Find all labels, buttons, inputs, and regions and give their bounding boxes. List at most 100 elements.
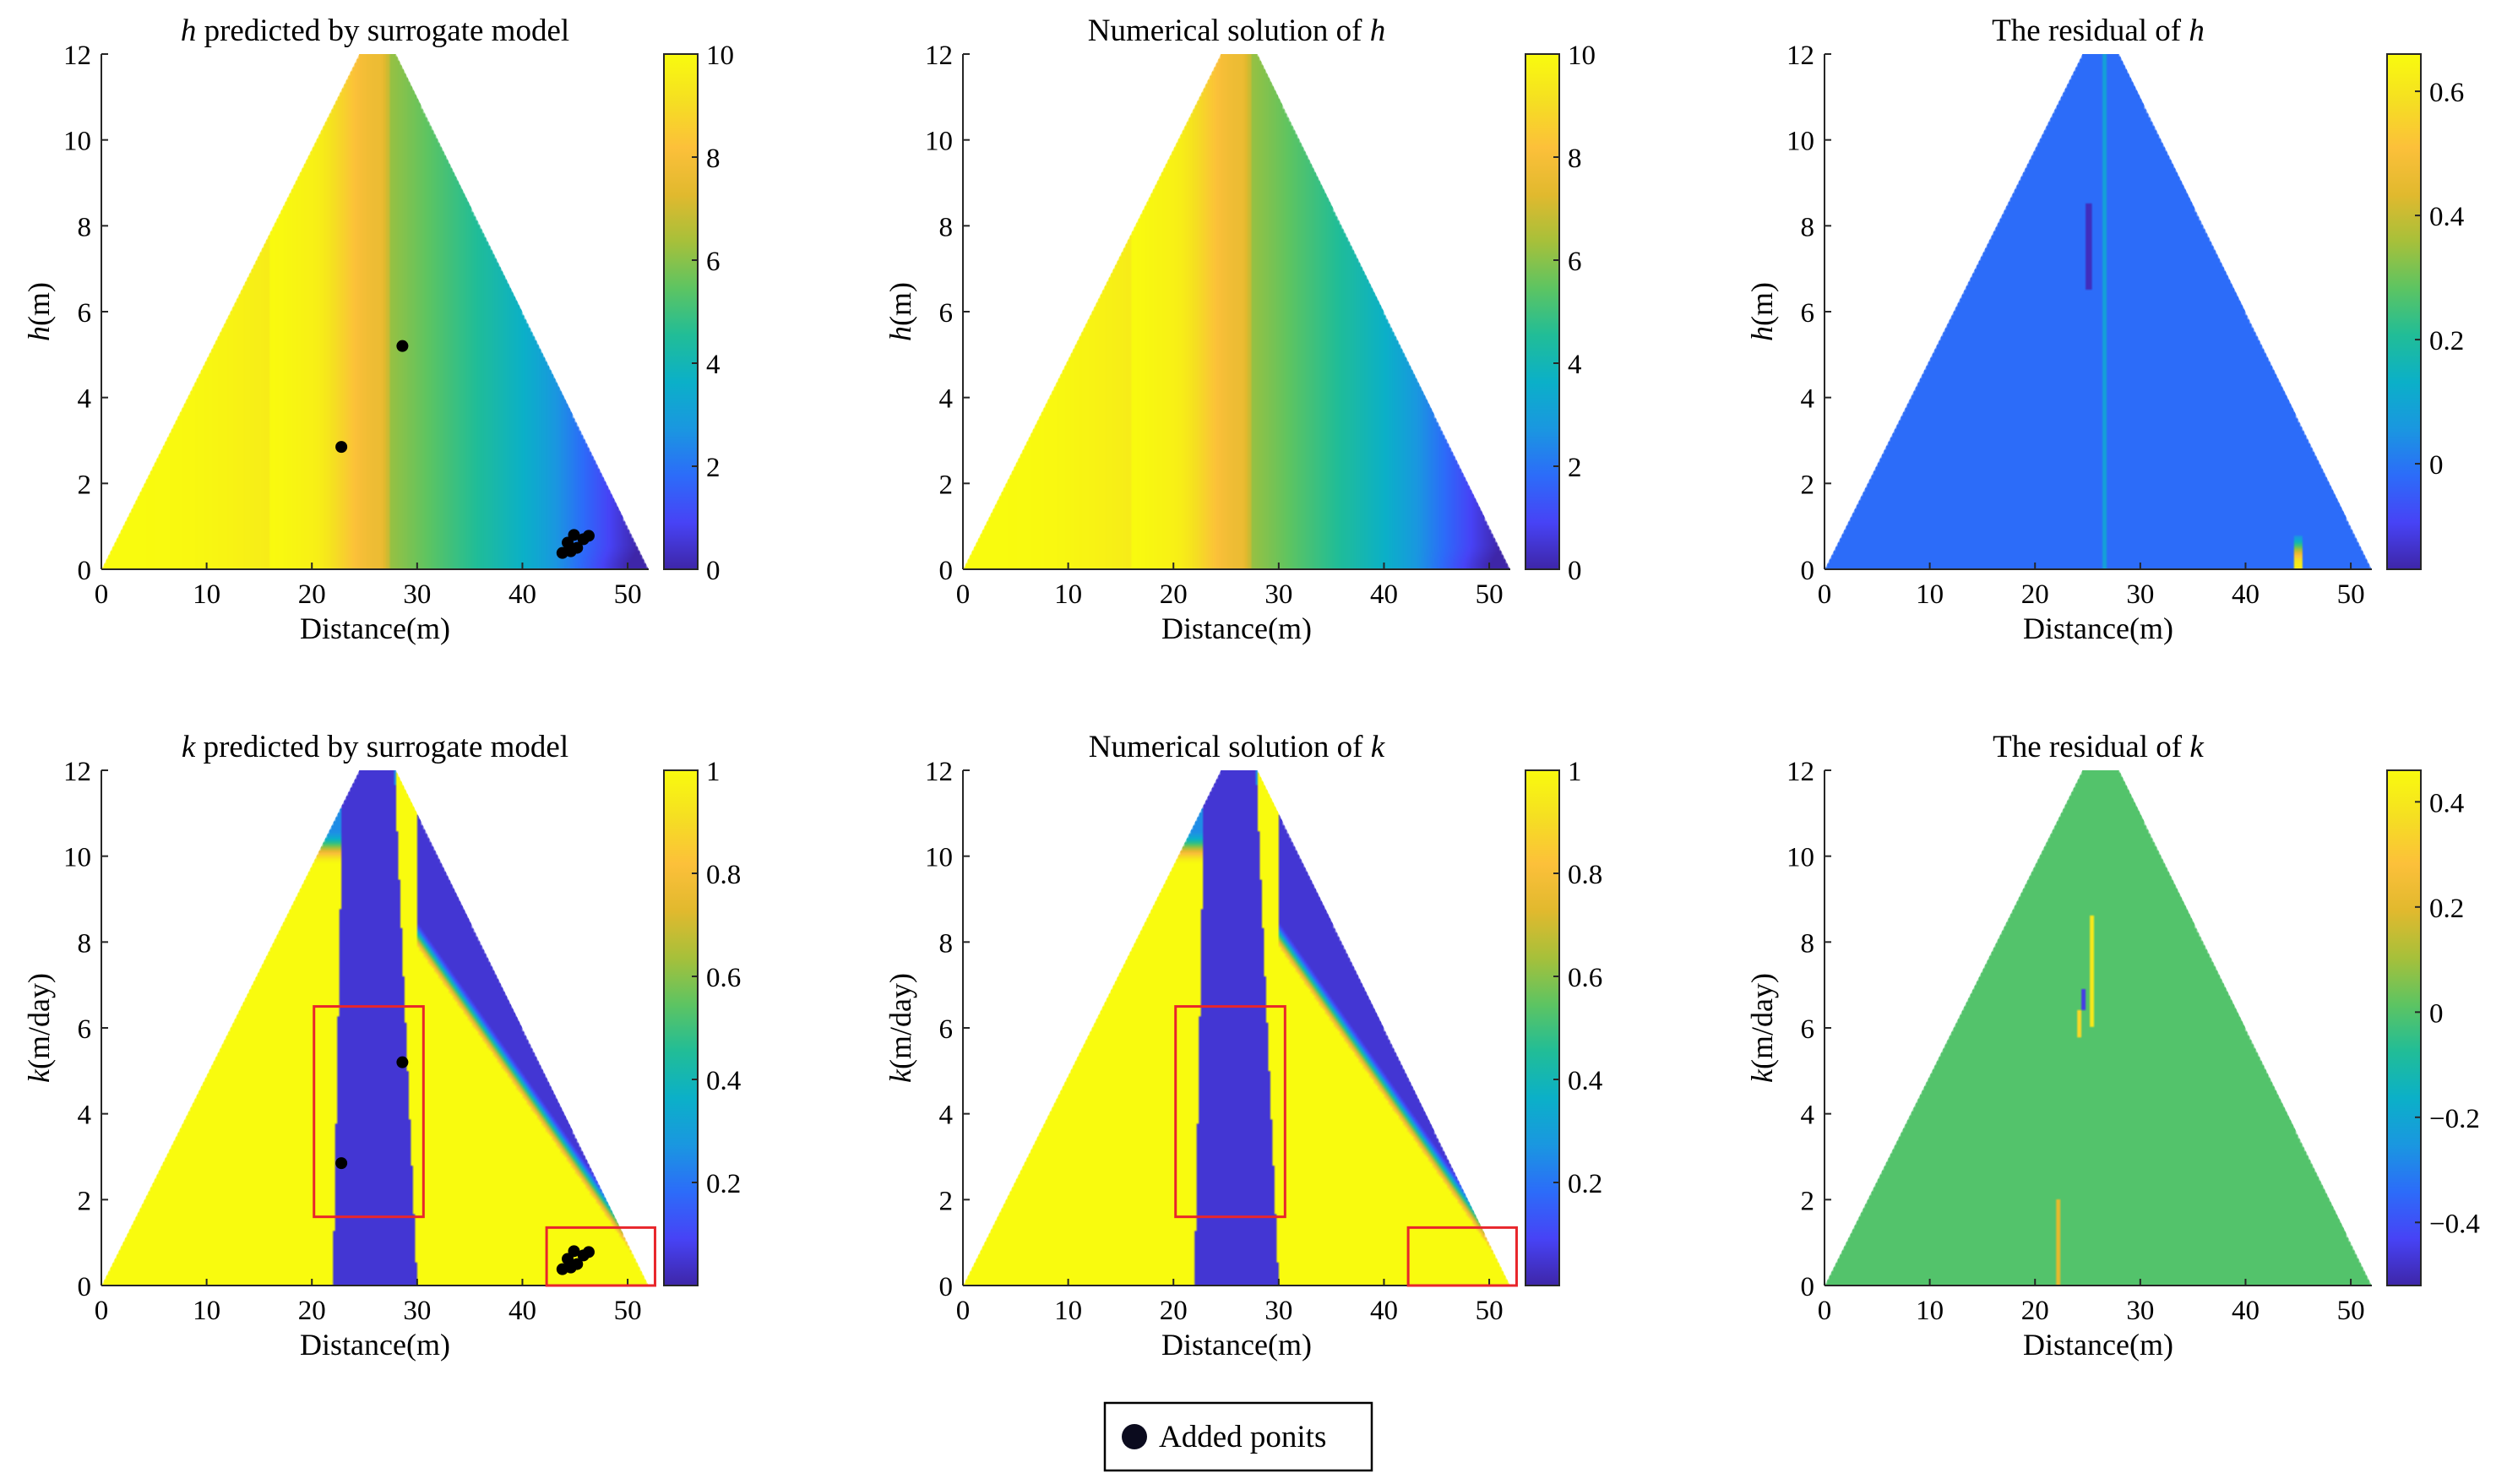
x-tick-label: 40	[1370, 1296, 1398, 1326]
colorbar-tick-label: 0.8	[1568, 860, 1602, 890]
y-tick-label: 0	[939, 556, 954, 586]
x-tick-label: 40	[508, 1296, 536, 1326]
y-tick-label: 8	[78, 212, 92, 242]
y-tick-label: 2	[78, 470, 92, 500]
x-tick-label: 10	[1916, 1296, 1944, 1326]
added-point	[335, 1157, 348, 1170]
colorbar-tick-label: 0.2	[706, 1169, 741, 1199]
colorbar-tick-label: 4	[1568, 350, 1582, 380]
colorbar-tick-label: 0.2	[2429, 326, 2464, 356]
y-tick-label: 8	[78, 928, 92, 959]
x-tick-label: 0	[956, 579, 971, 610]
colorbar-tick-label: 0.6	[2429, 78, 2464, 108]
colorbar-tick-label: 1	[1568, 757, 1582, 787]
x-axis-label: Distance(m)	[1161, 1328, 1312, 1362]
y-axis-label: k(m/day)	[22, 973, 56, 1083]
colorbar-tick-label: 2	[706, 453, 721, 483]
x-tick-label: 50	[1476, 579, 1504, 610]
x-tick-label: 40	[508, 579, 536, 610]
y-axis-label: h(m)	[1745, 282, 1779, 341]
x-axis-label: Distance(m)	[300, 1328, 450, 1362]
y-tick-label: 2	[78, 1186, 92, 1216]
y-tick-label: 6	[78, 298, 92, 329]
y-tick-label: 12	[63, 41, 91, 71]
y-tick-label: 4	[1801, 384, 1815, 415]
panel-title: Numerical solution of k	[1089, 730, 1385, 764]
colorbar-tick-label: 0	[1568, 556, 1582, 586]
y-tick-label: 12	[1786, 41, 1814, 71]
y-tick-label: 8	[939, 212, 954, 242]
y-tick-label: 0	[939, 1272, 954, 1302]
x-axis-label: Distance(m)	[2023, 1328, 2173, 1362]
x-tick-label: 40	[2232, 579, 2260, 610]
highlight-box	[545, 1226, 656, 1287]
colorbar-tick-label: 6	[706, 247, 721, 277]
y-axis-label: k(m/day)	[884, 973, 917, 1083]
panel-title: The residual of k	[1993, 730, 2204, 764]
y-tick-label: 10	[1786, 843, 1814, 873]
x-tick-label: 20	[298, 579, 326, 610]
added-point	[564, 1261, 577, 1274]
added-point	[582, 1246, 595, 1258]
x-tick-label: 40	[2232, 1296, 2260, 1326]
legend-box	[1103, 1401, 1373, 1472]
x-tick-label: 30	[403, 579, 431, 610]
y-tick-label: 4	[78, 1101, 92, 1131]
added-point	[564, 545, 577, 557]
y-tick-label: 12	[925, 757, 953, 787]
x-tick-label: 10	[1916, 579, 1944, 610]
y-tick-label: 2	[1801, 470, 1815, 500]
y-axis-label: h(m)	[884, 282, 917, 341]
x-tick-label: 0	[95, 579, 109, 610]
x-tick-label: 0	[956, 1296, 971, 1326]
y-tick-label: 4	[939, 1101, 954, 1131]
y-tick-label: 6	[78, 1014, 92, 1045]
colorbar-tick-label: 8	[706, 144, 721, 174]
x-tick-label: 30	[2126, 1296, 2154, 1326]
x-tick-label: 10	[193, 579, 220, 610]
colorbar-tick-label: 0.8	[706, 860, 741, 890]
y-tick-label: 2	[1801, 1186, 1815, 1216]
y-tick-label: 6	[939, 1014, 954, 1045]
y-tick-label: 12	[63, 757, 91, 787]
colorbar	[2386, 769, 2422, 1286]
colorbar	[1525, 769, 1560, 1286]
x-tick-label: 30	[403, 1296, 431, 1326]
x-tick-label: 20	[2021, 1296, 2049, 1326]
x-tick-label: 0	[95, 1296, 109, 1326]
x-tick-label: 50	[614, 579, 642, 610]
x-tick-label: 0	[1818, 579, 1832, 610]
legend-marker-icon	[1122, 1424, 1147, 1449]
y-axis-label: k(m/day)	[1745, 973, 1779, 1083]
colorbar-tick-label: −0.4	[2429, 1209, 2480, 1239]
y-tick-label: 6	[1801, 298, 1815, 329]
colorbar-tick-label: 0	[2429, 998, 2444, 1029]
y-tick-label: 4	[939, 384, 954, 415]
colorbar-tick-label: 4	[706, 350, 721, 380]
x-tick-label: 20	[298, 1296, 326, 1326]
x-axis-label: Distance(m)	[1161, 612, 1312, 645]
panel-title: Numerical solution of h	[1088, 14, 1385, 48]
colorbar-tick-label: 0.4	[1568, 1066, 1602, 1096]
colorbar-tick-label: 0.4	[2429, 202, 2464, 232]
y-tick-label: 10	[1786, 127, 1814, 157]
y-tick-label: 2	[939, 470, 954, 500]
x-tick-label: 30	[1264, 579, 1292, 610]
y-tick-label: 0	[78, 556, 92, 586]
x-tick-label: 10	[193, 1296, 220, 1326]
y-tick-label: 12	[925, 41, 953, 71]
x-tick-label: 50	[2337, 1296, 2365, 1326]
colorbar-tick-label: 0.2	[2429, 894, 2464, 924]
x-tick-label: 40	[1370, 579, 1398, 610]
highlight-box	[313, 1005, 425, 1219]
colorbar-tick-label: 1	[706, 757, 721, 787]
colorbar-tick-label: 10	[1568, 41, 1596, 71]
x-axis-label: Distance(m)	[300, 612, 450, 645]
colorbar-tick-label: 0.6	[1568, 963, 1602, 993]
colorbar-tick-label: 0.2	[1568, 1169, 1602, 1199]
y-tick-label: 8	[1801, 928, 1815, 959]
panel-title: The residual of h	[1992, 14, 2205, 48]
y-tick-label: 10	[63, 127, 91, 157]
y-tick-label: 2	[939, 1186, 954, 1216]
